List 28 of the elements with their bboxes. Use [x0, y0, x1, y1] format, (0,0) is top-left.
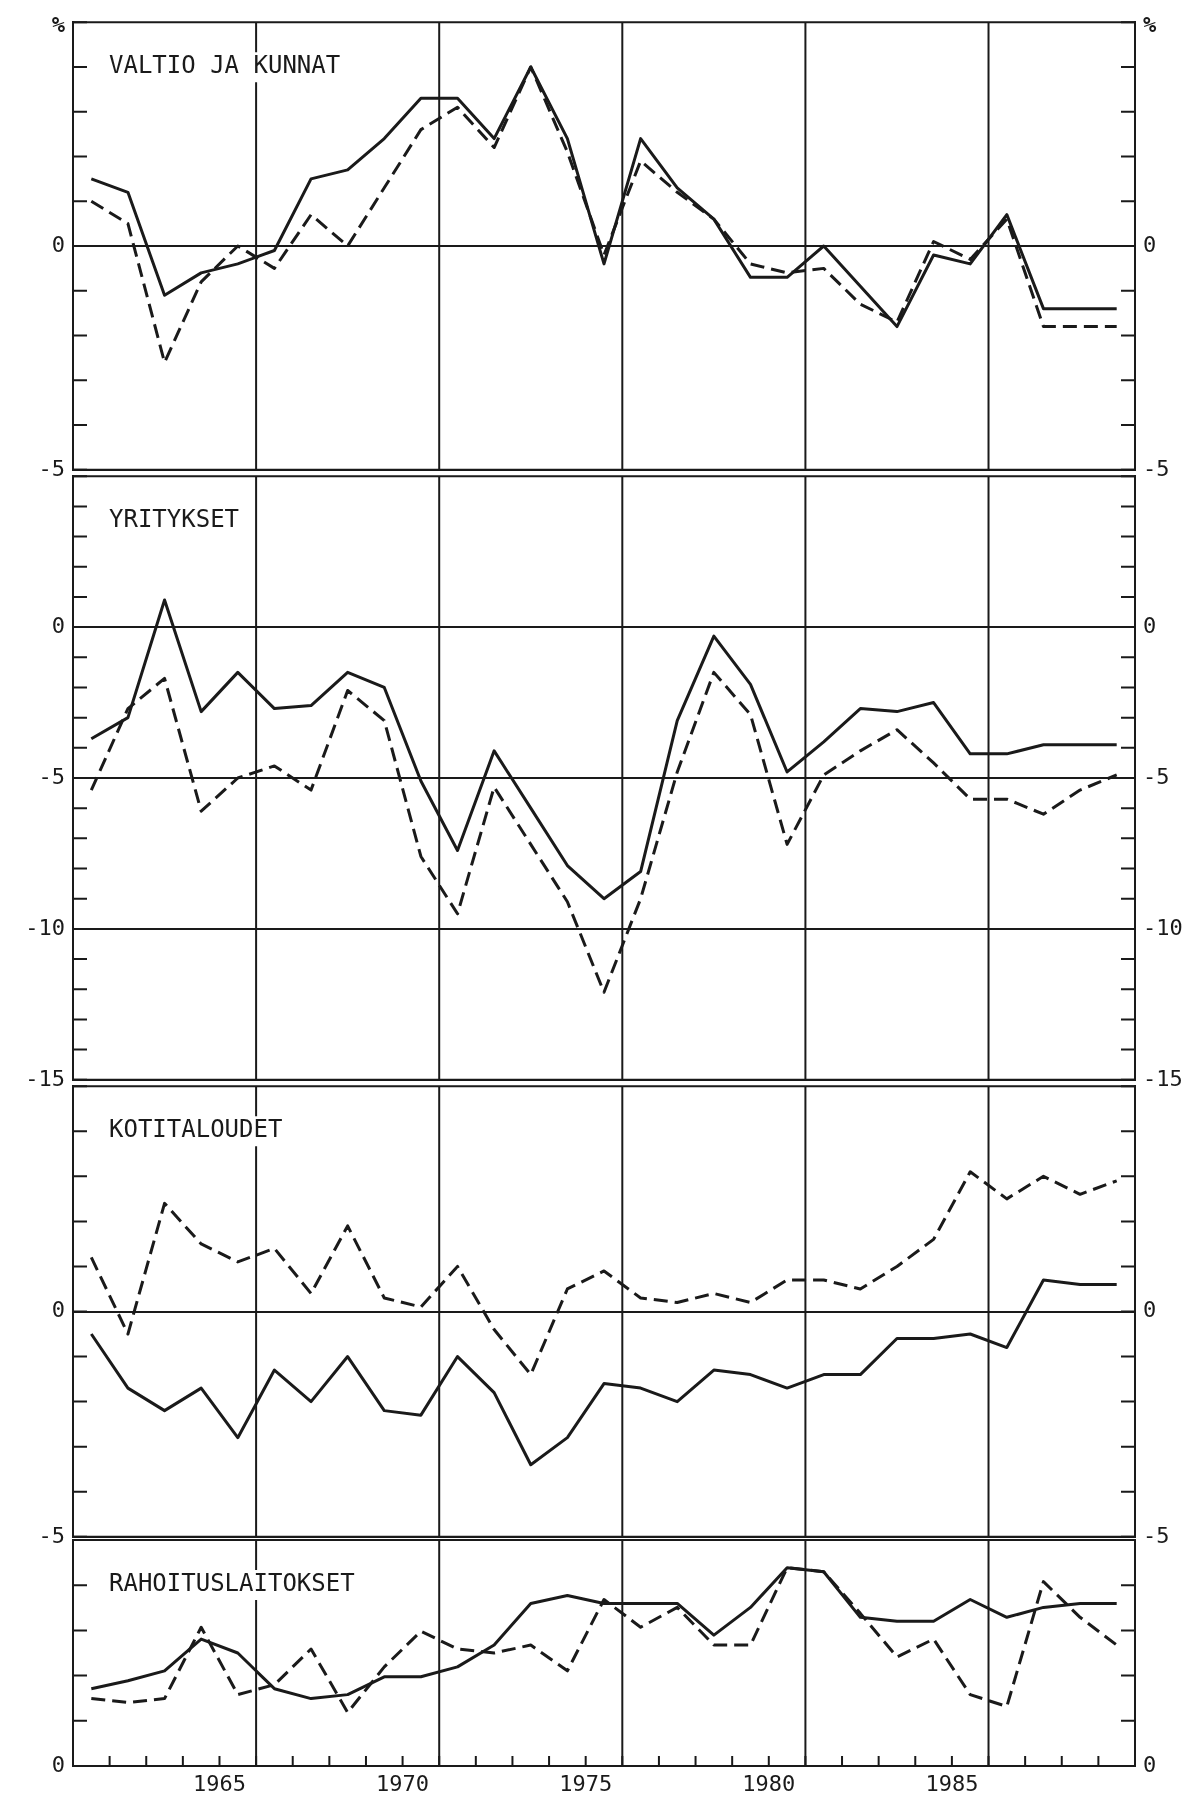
y-axis-title: % [51, 11, 66, 37]
y2-tick-label: 0 [1143, 231, 1157, 257]
y2-tick-label: 0 [1143, 612, 1157, 638]
y-tick-label: 0 [51, 612, 65, 638]
y2-tick-label: -5 [1143, 1522, 1170, 1548]
y-tick-label: 0 [51, 1297, 65, 1323]
y-tick-label: -5 [38, 1522, 65, 1548]
text: YRITYKSET [109, 505, 240, 534]
y2-tick-label: -5 [1143, 763, 1170, 789]
y2-tick-label: 0 [1143, 1297, 1157, 1323]
y-tick-label: -5 [38, 455, 65, 481]
text: KOTITALOUDET [109, 1115, 283, 1144]
x-tick-label: 1980 [742, 1770, 796, 1796]
y-tick-label: 0 [51, 231, 65, 257]
chart-title: RAHOITUSLAITOKSET [109, 1569, 355, 1598]
x-tick-label: 1965 [192, 1770, 246, 1796]
y2-tick-label: -10 [1143, 914, 1183, 940]
y-tick-label: -15 [25, 1065, 65, 1091]
y-tick-label: -5 [38, 763, 65, 789]
y2-tick-label: -5 [1143, 455, 1170, 481]
x-tick-label: 1985 [925, 1770, 979, 1796]
y2-axis-title: % [1143, 11, 1157, 37]
text: 0 [1143, 1751, 1157, 1777]
x-tick-label: 1975 [559, 1770, 613, 1796]
y-tick-label: -10 [25, 914, 65, 940]
text: VALTIO JA KUNNAT [109, 51, 341, 80]
x-tick-label: 1970 [376, 1770, 430, 1796]
y2-tick-label: -15 [1143, 1065, 1183, 1091]
